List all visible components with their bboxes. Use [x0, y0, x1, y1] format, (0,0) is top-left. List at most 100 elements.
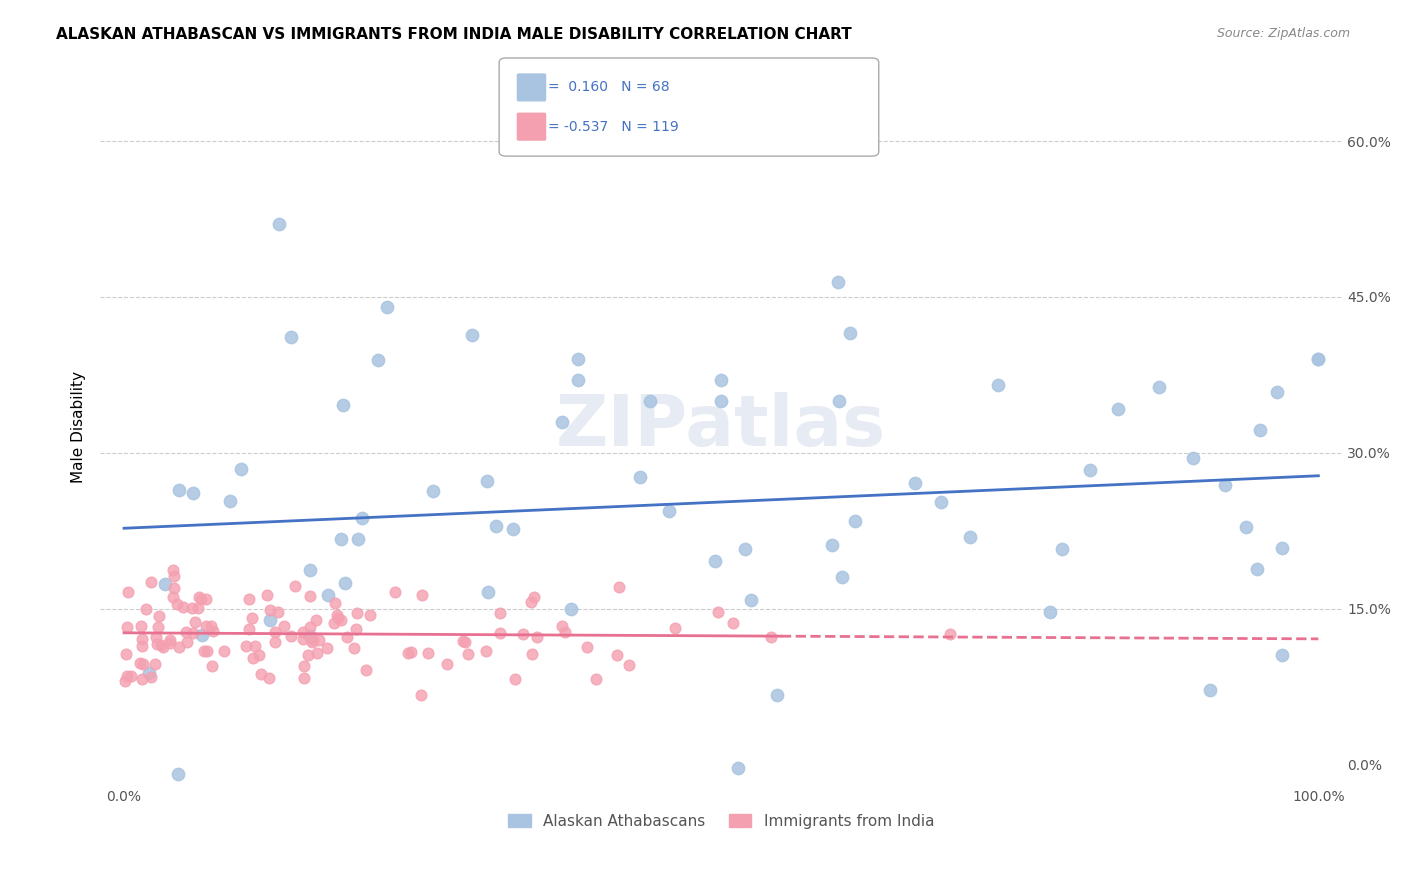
Point — [115, 620, 138, 634]
Point — [710, 393, 733, 408]
Point — [939, 627, 962, 641]
Point — [267, 606, 290, 620]
Legend: Alaskan Athabascans, Immigrants from India: Alaskan Athabascans, Immigrants from Ind… — [502, 807, 941, 835]
Point — [172, 599, 194, 614]
Point — [212, 643, 235, 657]
Point — [664, 621, 686, 635]
Point — [1234, 519, 1257, 533]
Point — [706, 605, 728, 619]
Point — [305, 613, 328, 627]
Point — [828, 394, 851, 409]
Point — [474, 644, 496, 658]
Point — [418, 646, 440, 660]
Point — [477, 475, 499, 489]
Point — [190, 592, 212, 607]
Point — [114, 647, 136, 661]
Point — [218, 494, 240, 508]
Point — [264, 635, 287, 649]
Point — [326, 610, 349, 624]
Point — [766, 688, 789, 702]
Point — [131, 673, 153, 687]
Point — [299, 629, 322, 643]
Point — [1271, 648, 1294, 662]
Point — [193, 643, 215, 657]
Point — [607, 580, 630, 594]
Point — [315, 640, 337, 655]
Point — [292, 671, 315, 685]
Point — [399, 645, 422, 659]
Point — [187, 590, 209, 604]
Point — [606, 648, 628, 662]
Point — [235, 639, 257, 653]
Point — [181, 600, 204, 615]
Point — [354, 663, 377, 677]
Point — [200, 619, 222, 633]
Point — [131, 639, 153, 653]
Point — [121, 669, 143, 683]
Point — [176, 635, 198, 649]
Point — [1107, 401, 1129, 416]
Point — [489, 625, 512, 640]
Point — [132, 657, 155, 671]
Point — [259, 603, 281, 617]
Point — [723, 615, 745, 630]
Point — [422, 483, 444, 498]
Point — [336, 630, 359, 644]
Point — [347, 532, 370, 546]
Point — [929, 495, 952, 509]
Point — [169, 483, 191, 497]
Point — [330, 532, 353, 546]
Text: R = -0.537   N = 119: R = -0.537 N = 119 — [534, 120, 679, 134]
Point — [503, 672, 526, 686]
Point — [195, 644, 218, 658]
Point — [247, 648, 270, 662]
Point — [759, 630, 782, 644]
Point — [628, 470, 651, 484]
Point — [201, 658, 224, 673]
Point — [167, 640, 190, 655]
Point — [148, 620, 170, 634]
Point — [1078, 463, 1101, 477]
Point — [187, 600, 209, 615]
Point — [1213, 478, 1236, 492]
Point — [1249, 423, 1271, 437]
Text: ZIPatlas: ZIPatlas — [557, 392, 886, 461]
Point — [567, 373, 589, 387]
Point — [520, 647, 543, 661]
Point — [195, 619, 218, 633]
Point — [280, 629, 302, 643]
Point — [129, 618, 152, 632]
Point — [844, 514, 866, 528]
Point — [727, 760, 749, 774]
Point — [150, 638, 173, 652]
Point — [301, 635, 323, 649]
Point — [146, 637, 169, 651]
Point — [166, 597, 188, 611]
Point — [181, 626, 204, 640]
Point — [585, 673, 607, 687]
Point — [284, 579, 307, 593]
Point — [238, 622, 260, 636]
Point — [152, 640, 174, 654]
Point — [323, 616, 346, 631]
Point — [257, 671, 280, 685]
Point — [153, 576, 176, 591]
Point — [162, 590, 184, 604]
Point — [240, 611, 263, 625]
Point — [346, 606, 368, 620]
Point — [1050, 541, 1073, 556]
Point — [308, 632, 330, 647]
Point — [1265, 384, 1288, 399]
Point — [375, 301, 398, 315]
Point — [139, 670, 162, 684]
Point — [485, 518, 508, 533]
Point — [409, 688, 432, 702]
Point — [384, 585, 406, 599]
Point — [502, 522, 524, 536]
Point — [550, 415, 572, 429]
Point — [163, 569, 186, 583]
Point — [352, 511, 374, 525]
Point — [242, 650, 264, 665]
Point — [740, 593, 762, 607]
Point — [1199, 682, 1222, 697]
